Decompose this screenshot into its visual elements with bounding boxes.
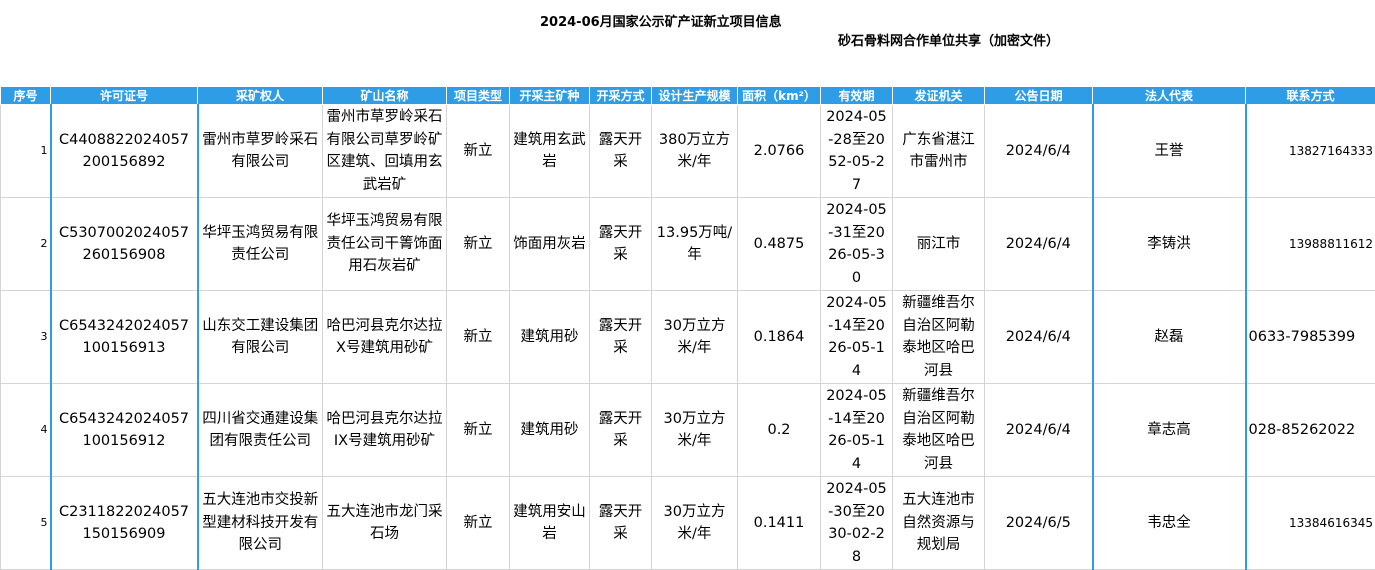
cell-scale[interactable]: 30万立方米/年: [652, 291, 738, 384]
col-header-scale[interactable]: 设计生产规模: [652, 87, 738, 105]
col-header-area[interactable]: 面积（km²）: [738, 87, 821, 105]
cell-no[interactable]: 3: [1, 291, 51, 384]
cell-rep[interactable]: 章志高: [1093, 384, 1246, 477]
cell-method[interactable]: 露天开采: [590, 477, 652, 570]
cell-no[interactable]: 4: [1, 384, 51, 477]
cell-no[interactable]: 1: [1, 105, 51, 198]
cell-contact[interactable]: 028-85262022: [1246, 384, 1375, 477]
cell-authority[interactable]: 广东省湛江市雷州市: [893, 105, 985, 198]
cell-scale[interactable]: 30万立方米/年: [652, 384, 738, 477]
cell-validity[interactable]: 2024-05-31至2026-05-30: [821, 198, 893, 291]
cell-contact[interactable]: 0633-7985399: [1246, 291, 1375, 384]
cell-type[interactable]: 新立: [447, 384, 510, 477]
cell-mineral[interactable]: 建筑用玄武岩: [510, 105, 590, 198]
cell-area[interactable]: 0.1864: [738, 291, 821, 384]
cell-mineral[interactable]: 建筑用砂: [510, 291, 590, 384]
cell-scale[interactable]: 380万立方米/年: [652, 105, 738, 198]
mining-license-table: 序号 许可证号 采矿权人 矿山名称 项目类型 开采主矿种 开采方式 设计生产规模…: [0, 86, 1375, 570]
cell-validity[interactable]: 2024-05-14至2026-05-14: [821, 291, 893, 384]
cell-rep[interactable]: 赵磊: [1093, 291, 1246, 384]
cell-license[interactable]: C2311822024057150156909: [51, 477, 198, 570]
cell-date[interactable]: 2024/6/4: [985, 198, 1093, 291]
cell-validity[interactable]: 2024-05-28至2052-05-27: [821, 105, 893, 198]
table-row: 4 C6543242024057100156912 四川省交通建设集团有限责任公…: [1, 384, 1375, 477]
cell-mine[interactable]: 华坪玉鸿贸易有限责任公司干箐饰面用石灰岩矿: [323, 198, 447, 291]
cell-date[interactable]: 2024/6/4: [985, 105, 1093, 198]
page-subtitle: 砂石骨料网合作单位共享（加密文件）: [838, 30, 1059, 49]
cell-mineral[interactable]: 建筑用砂: [510, 384, 590, 477]
cell-method[interactable]: 露天开采: [590, 291, 652, 384]
cell-area[interactable]: 0.1411: [738, 477, 821, 570]
col-header-authority[interactable]: 发证机关: [893, 87, 985, 105]
cell-mine[interactable]: 五大连池市龙门采石场: [323, 477, 447, 570]
col-header-mine[interactable]: 矿山名称: [323, 87, 447, 105]
cell-authority[interactable]: 新疆维吾尔自治区阿勒泰地区哈巴河县: [893, 291, 985, 384]
cell-authority[interactable]: 丽江市: [893, 198, 985, 291]
cell-contact[interactable]: 13988811612: [1246, 198, 1375, 291]
cell-holder[interactable]: 五大连池市交投新型建材科技开发有限公司: [198, 477, 323, 570]
cell-type[interactable]: 新立: [447, 291, 510, 384]
cell-scale[interactable]: 30万立方米/年: [652, 477, 738, 570]
cell-holder[interactable]: 山东交工建设集团有限公司: [198, 291, 323, 384]
cell-contact[interactable]: 13384616345: [1246, 477, 1375, 570]
cell-validity[interactable]: 2024-05-30至2030-02-28: [821, 477, 893, 570]
table-row: 2 C5307002024057260156908 华坪玉鸿贸易有限责任公司 华…: [1, 198, 1375, 291]
cell-mine[interactable]: 哈巴河县克尔达拉X号建筑用砂矿: [323, 291, 447, 384]
cell-mine[interactable]: 雷州市草罗岭采石有限公司草罗岭矿区建筑、回填用玄武岩矿: [323, 105, 447, 198]
cell-type[interactable]: 新立: [447, 198, 510, 291]
cell-authority[interactable]: 新疆维吾尔自治区阿勒泰地区哈巴河县: [893, 384, 985, 477]
cell-method[interactable]: 露天开采: [590, 384, 652, 477]
col-header-rep[interactable]: 法人代表: [1093, 87, 1246, 105]
col-header-no[interactable]: 序号: [1, 87, 51, 105]
cell-mine[interactable]: 哈巴河县克尔达拉IX号建筑用砂矿: [323, 384, 447, 477]
cell-holder[interactable]: 四川省交通建设集团有限责任公司: [198, 384, 323, 477]
cell-mineral[interactable]: 建筑用安山岩: [510, 477, 590, 570]
col-header-contact[interactable]: 联系方式: [1246, 87, 1375, 105]
cell-license[interactable]: C5307002024057260156908: [51, 198, 198, 291]
cell-method[interactable]: 露天开采: [590, 105, 652, 198]
cell-method[interactable]: 露天开采: [590, 198, 652, 291]
table-row: 5 C2311822024057150156909 五大连池市交投新型建材科技开…: [1, 477, 1375, 570]
table-row: 1 C4408822024057200156892 雷州市草罗岭采石有限公司 雷…: [1, 105, 1375, 198]
cell-area[interactable]: 0.2: [738, 384, 821, 477]
cell-contact[interactable]: 13827164333: [1246, 105, 1375, 198]
cell-mineral[interactable]: 饰面用灰岩: [510, 198, 590, 291]
cell-date[interactable]: 2024/6/5: [985, 477, 1093, 570]
cell-license[interactable]: C6543242024057100156913: [51, 291, 198, 384]
cell-date[interactable]: 2024/6/4: [985, 291, 1093, 384]
col-header-date[interactable]: 公告日期: [985, 87, 1093, 105]
col-header-type[interactable]: 项目类型: [447, 87, 510, 105]
cell-area[interactable]: 2.0766: [738, 105, 821, 198]
col-header-license[interactable]: 许可证号: [51, 87, 198, 105]
table-row: 3 C6543242024057100156913 山东交工建设集团有限公司 哈…: [1, 291, 1375, 384]
page-title: 2024-06月国家公示矿产证新立项目信息: [540, 11, 782, 30]
cell-holder[interactable]: 华坪玉鸿贸易有限责任公司: [198, 198, 323, 291]
cell-holder[interactable]: 雷州市草罗岭采石有限公司: [198, 105, 323, 198]
cell-type[interactable]: 新立: [447, 105, 510, 198]
col-header-holder[interactable]: 采矿权人: [198, 87, 323, 105]
cell-rep[interactable]: 王誉: [1093, 105, 1246, 198]
cell-authority[interactable]: 五大连池市自然资源与规划局: [893, 477, 985, 570]
cell-no[interactable]: 5: [1, 477, 51, 570]
col-header-validity[interactable]: 有效期: [821, 87, 893, 105]
cell-no[interactable]: 2: [1, 198, 51, 291]
col-header-mineral[interactable]: 开采主矿种: [510, 87, 590, 105]
header-row: 序号 许可证号 采矿权人 矿山名称 项目类型 开采主矿种 开采方式 设计生产规模…: [1, 87, 1375, 105]
cell-validity[interactable]: 2024-05-14至2026-05-14: [821, 384, 893, 477]
cell-license[interactable]: C6543242024057100156912: [51, 384, 198, 477]
col-header-method[interactable]: 开采方式: [590, 87, 652, 105]
cell-rep[interactable]: 李铸洪: [1093, 198, 1246, 291]
cell-area[interactable]: 0.4875: [738, 198, 821, 291]
cell-scale[interactable]: 13.95万吨/年: [652, 198, 738, 291]
cell-rep[interactable]: 韦忠全: [1093, 477, 1246, 570]
cell-date[interactable]: 2024/6/4: [985, 384, 1093, 477]
cell-license[interactable]: C4408822024057200156892: [51, 105, 198, 198]
cell-type[interactable]: 新立: [447, 477, 510, 570]
